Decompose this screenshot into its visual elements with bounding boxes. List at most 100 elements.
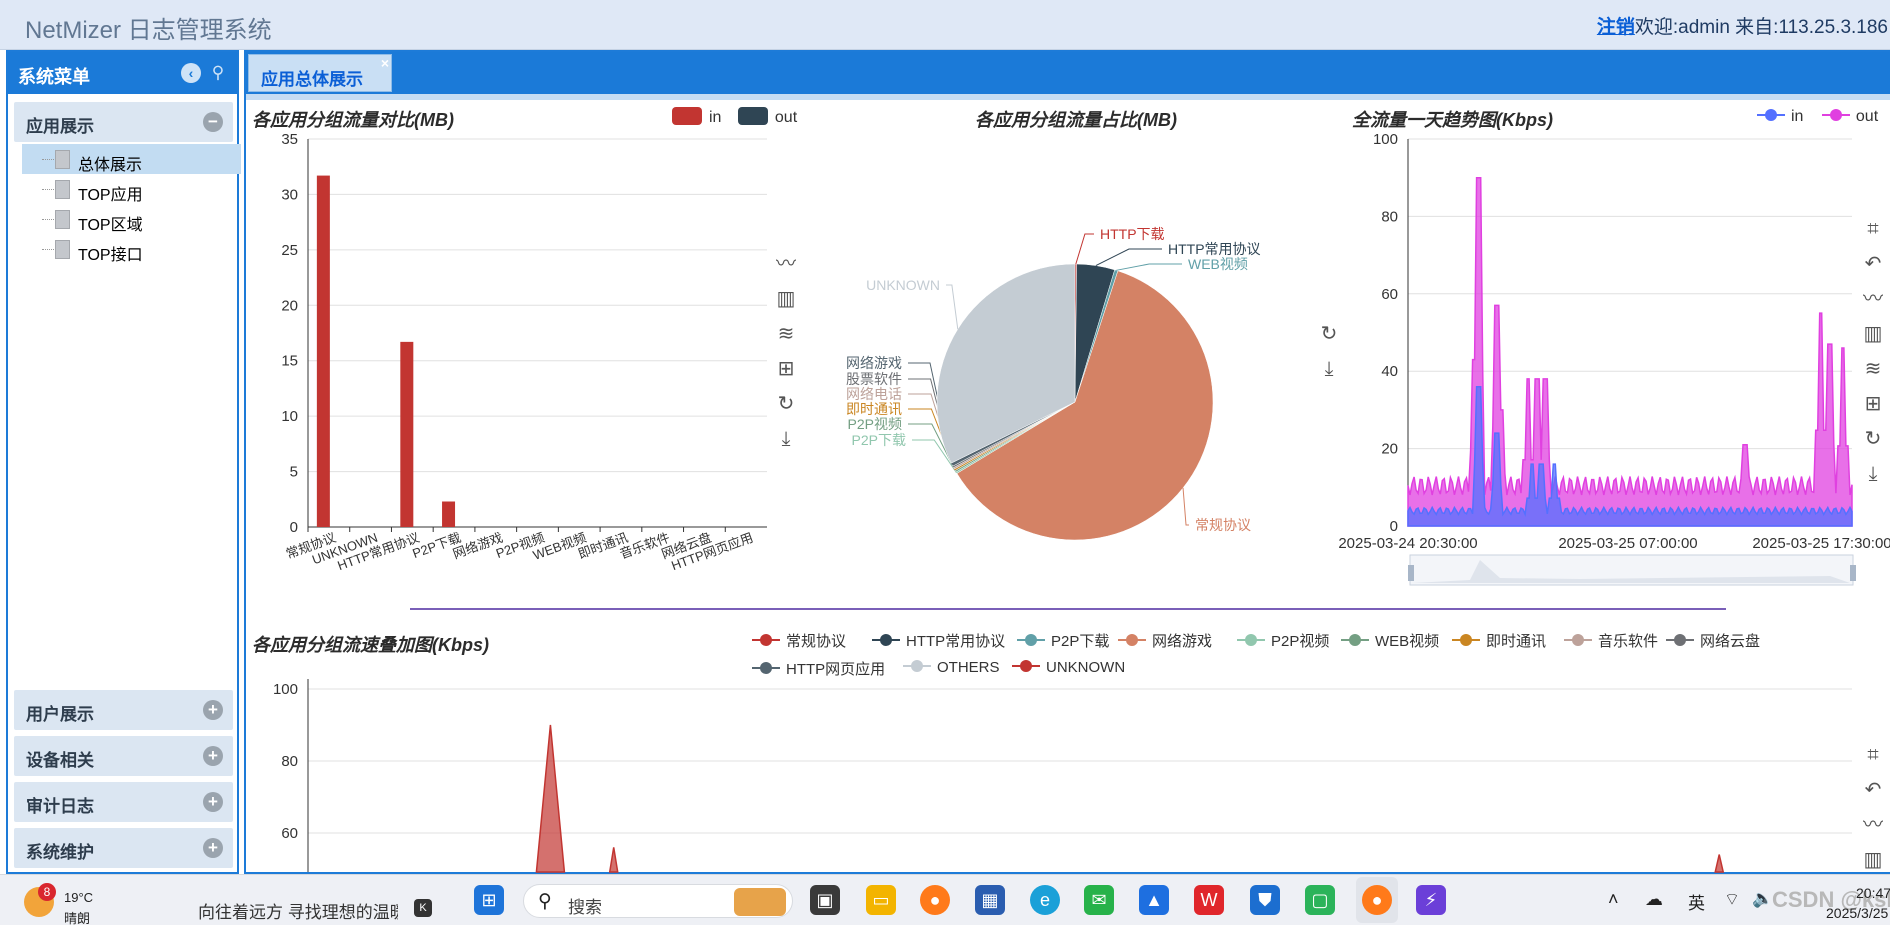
search-highlight-icon [734, 888, 786, 916]
firefox-icon[interactable]: ● [920, 885, 950, 915]
download-icon[interactable]: ⤓ [1868, 463, 1878, 485]
tree-item-top-app[interactable]: TOP应用 [22, 174, 241, 204]
tree-item-label: 总体展示 [78, 157, 143, 174]
expand-icon[interactable]: + [203, 838, 223, 858]
app-title: NetMizer 日志管理系统 [25, 17, 272, 44]
stack-icon[interactable]: ≋ [1864, 358, 1882, 380]
news-ticker[interactable]: 向往着远方 寻找理想的温暖 [198, 903, 398, 922]
collapse-icon[interactable]: − [203, 112, 223, 132]
panel-app-display[interactable]: 应用展示 − [14, 102, 233, 142]
tree-item-top-interface[interactable]: TOP接口 [22, 234, 241, 264]
volume-icon[interactable]: 🔈 [1752, 889, 1774, 908]
wps-icon[interactable]: W [1194, 885, 1224, 915]
stack-legend-item[interactable]: 即时通讯 [1452, 630, 1546, 651]
stack-legend-item[interactable]: 音乐软件 [1564, 630, 1658, 651]
legend-swatch [1118, 632, 1146, 648]
tree-line-icon [42, 249, 54, 250]
wifi-icon[interactable]: ⌔ [1724, 890, 1740, 909]
expand-icon[interactable]: + [203, 746, 223, 766]
tree-item-top-region[interactable]: TOP区域 [22, 204, 241, 234]
edge-icon[interactable]: e [1030, 885, 1060, 915]
panel-audit-log[interactable]: 审计日志 + [14, 782, 233, 822]
panel-user-display[interactable]: 用户展示 + [14, 690, 233, 730]
zoom-icon[interactable]: ⌗ [1867, 218, 1879, 240]
ime-indicator[interactable]: 英 [1688, 894, 1705, 913]
start-icon[interactable]: ⊞ [474, 885, 504, 915]
panel-label: 用户展示 [26, 705, 94, 724]
expand-icon[interactable]: + [203, 792, 223, 812]
cloud-icon[interactable]: ☁ [1645, 889, 1663, 909]
tree-item-overview[interactable]: 总体展示 [22, 144, 241, 174]
refresh-icon[interactable]: ↻ [1864, 428, 1882, 450]
legend-swatch [1821, 107, 1850, 123]
wechat-icon[interactable]: ✉ [1084, 885, 1114, 915]
stack-legend-item[interactable]: 网络云盘 [1666, 630, 1760, 651]
refresh-icon[interactable]: ↻ [1320, 323, 1338, 345]
legend-label: out [774, 109, 798, 126]
tree-item-label: TOP区域 [78, 217, 143, 234]
bar-chart-icon[interactable]: ▥ [776, 288, 796, 310]
tab-app-overview[interactable]: 应用总体展示 × [248, 54, 392, 92]
pie-chart-title: 各应用分组流量占比(MB) [975, 110, 1177, 130]
download-icon[interactable]: ⤓ [1324, 358, 1334, 380]
logout-link[interactable]: 注销 [1596, 17, 1635, 38]
legend-swatch [1017, 632, 1045, 648]
store-icon[interactable]: ▦ [975, 885, 1005, 915]
main-content: 应用总体展示 × [244, 50, 1890, 874]
stack-legend-item[interactable]: HTTP常用协议 [872, 630, 1005, 651]
stack-legend-item[interactable]: P2P下载 [1017, 630, 1109, 651]
stack-legend-item[interactable]: UNKNOWN [1012, 658, 1125, 677]
panel-device[interactable]: 设备相关 + [14, 736, 233, 776]
remote-desktop-icon[interactable]: ▢ [1305, 885, 1335, 915]
close-tab-icon[interactable]: × [380, 55, 389, 71]
task-view-icon[interactable]: ▣ [810, 885, 840, 915]
zoom-reset-icon[interactable]: ↶ [1864, 779, 1882, 801]
widget-icon[interactable]: K [414, 899, 432, 917]
collapse-sidebar-icon[interactable]: ‹ [181, 63, 201, 83]
weather-condition: 晴朗 [64, 911, 91, 925]
line-chart-icon[interactable]: 〰 [1863, 814, 1883, 836]
security-shield-icon[interactable]: ⛊ [1250, 885, 1280, 915]
line-chart-icon[interactable]: 〰 [776, 253, 796, 275]
download-icon[interactable]: ⤓ [781, 428, 791, 450]
zoom-icon[interactable]: ⌗ [1867, 744, 1879, 766]
bar-chart-icon[interactable]: ▥ [1863, 323, 1883, 345]
search-icon[interactable]: ⚲ [211, 63, 225, 82]
refresh-icon[interactable]: ↻ [777, 393, 795, 415]
legend-swatch [1012, 658, 1040, 674]
temperature: 19°C [64, 890, 94, 905]
stack-legend-item[interactable]: P2P视频 [1237, 630, 1329, 651]
clock-date[interactable]: 2025/3/25 [1826, 905, 1889, 921]
clock-time[interactable]: 20:47 [1856, 885, 1890, 901]
legend-item-out[interactable]: out [1821, 107, 1878, 125]
tray-chevron-icon[interactable]: ˄ [1608, 889, 1619, 909]
tiled-icon[interactable]: ⊞ [777, 358, 795, 380]
stack-legend-item[interactable]: HTTP网页应用 [752, 658, 885, 679]
lightning-app-icon[interactable]: ⚡ [1416, 885, 1446, 915]
legend-item-out[interactable]: out [737, 107, 798, 126]
taskbar-search[interactable]: ⚲ 搜索 [523, 884, 793, 918]
stack-legend-item[interactable]: WEB视频 [1341, 630, 1439, 651]
panel-label: 系统维护 [26, 843, 94, 862]
panel-system-maintenance[interactable]: 系统维护 + [14, 828, 233, 868]
stack-icon[interactable]: ≋ [777, 323, 795, 345]
feishu-icon[interactable]: ▲ [1139, 885, 1169, 915]
bar-chart-icon[interactable]: ▥ [1863, 849, 1883, 871]
file-explorer-icon[interactable]: ▭ [866, 885, 896, 915]
file-icon [55, 180, 70, 199]
zoom-reset-icon[interactable]: ↶ [1864, 253, 1882, 275]
search-icon: ⚲ [538, 891, 552, 912]
legend-item-in[interactable]: in [1757, 108, 1803, 125]
expand-icon[interactable]: + [203, 700, 223, 720]
stack-chart-title: 各应用分组流速叠加图(Kbps) [252, 635, 489, 655]
tiled-icon[interactable]: ⊞ [1864, 393, 1882, 415]
legend-label: 音乐软件 [1598, 633, 1659, 650]
stack-legend-item[interactable]: 常规协议 [752, 630, 846, 651]
firefox-active-icon[interactable]: ● [1362, 885, 1392, 915]
stack-legend-item[interactable]: 网络游戏 [1118, 630, 1212, 651]
legend-label: HTTP网页应用 [786, 661, 886, 678]
stack-legend-item[interactable]: OTHERS [903, 658, 1000, 677]
line-chart-icon[interactable]: 〰 [1863, 288, 1883, 310]
legend-item-in[interactable]: in [672, 107, 721, 126]
legend-label: 网络云盘 [1700, 633, 1761, 650]
